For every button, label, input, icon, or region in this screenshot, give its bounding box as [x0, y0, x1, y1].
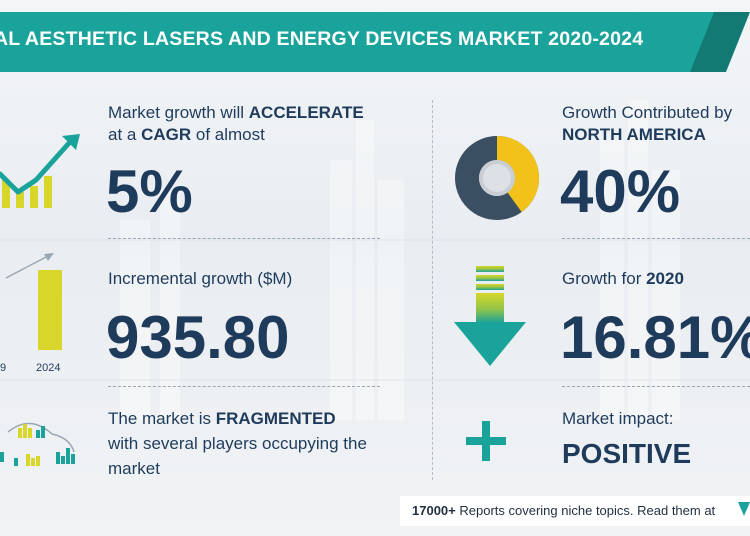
year-growth-value: 16.81% [560, 304, 750, 371]
column-divider [432, 100, 433, 480]
growth-label-text: of almost [191, 125, 265, 144]
market-label-line1: The market is FRAGMENTED [108, 409, 336, 429]
growth-label-line1: Market growth will ACCELERATE [108, 103, 364, 123]
market-label-line3: market [108, 459, 160, 478]
market-label-text: The market is [108, 409, 216, 428]
growth-cagr: CAGR [141, 125, 192, 144]
divider [108, 238, 380, 239]
down-arrow-icon [454, 266, 526, 366]
footer-text: Reports covering niche topics. Read them… [459, 503, 716, 518]
bar-label-end: 2024 [36, 362, 61, 374]
region-name: NORTH AMERICA [562, 125, 706, 144]
footer-band [400, 496, 750, 526]
year-growth-label: Growth for 2020 [562, 269, 684, 289]
impact-label: Market impact: [562, 409, 674, 428]
growth-label-text: Market growth will [108, 103, 249, 122]
footer-count: 17000+ [412, 503, 456, 518]
divider [562, 386, 750, 387]
donut-chart-icon [455, 136, 539, 220]
growth-label-text: at a [108, 125, 142, 144]
impact-value: POSITIVE [562, 438, 692, 469]
incremental-value: 935.80 [106, 304, 290, 371]
growth-label-line2: at a CAGR of almost [108, 125, 265, 145]
region-label: Growth Contributed by [562, 103, 733, 122]
growth-chart-icon [0, 134, 80, 208]
incremental-bar-icon [5, 253, 62, 350]
bar-label-start: 9 [0, 362, 7, 374]
cagr-value: 5% [106, 158, 193, 225]
year-growth-label-text: Growth for [562, 269, 647, 288]
growth-accelerate: ACCELERATE [248, 103, 364, 122]
year-growth-year: 2020 [646, 269, 684, 288]
title-banner [0, 12, 720, 72]
divider [108, 386, 380, 387]
footer: 17000+ Reports covering niche topics. Re… [412, 503, 715, 518]
market-label-line2: with several players occupying the [108, 434, 367, 453]
brand-logo-icon [738, 502, 750, 516]
incremental-label: Incremental growth ($M) [108, 269, 293, 288]
region-value: 40% [560, 158, 681, 225]
plus-icon [466, 421, 506, 461]
market-fragmented: FRAGMENTED [215, 409, 336, 428]
fragmented-market-icon [0, 422, 75, 466]
page-title: AL AESTHETIC LASERS AND ENERGY DEVICES M… [0, 28, 644, 50]
divider [562, 238, 750, 239]
